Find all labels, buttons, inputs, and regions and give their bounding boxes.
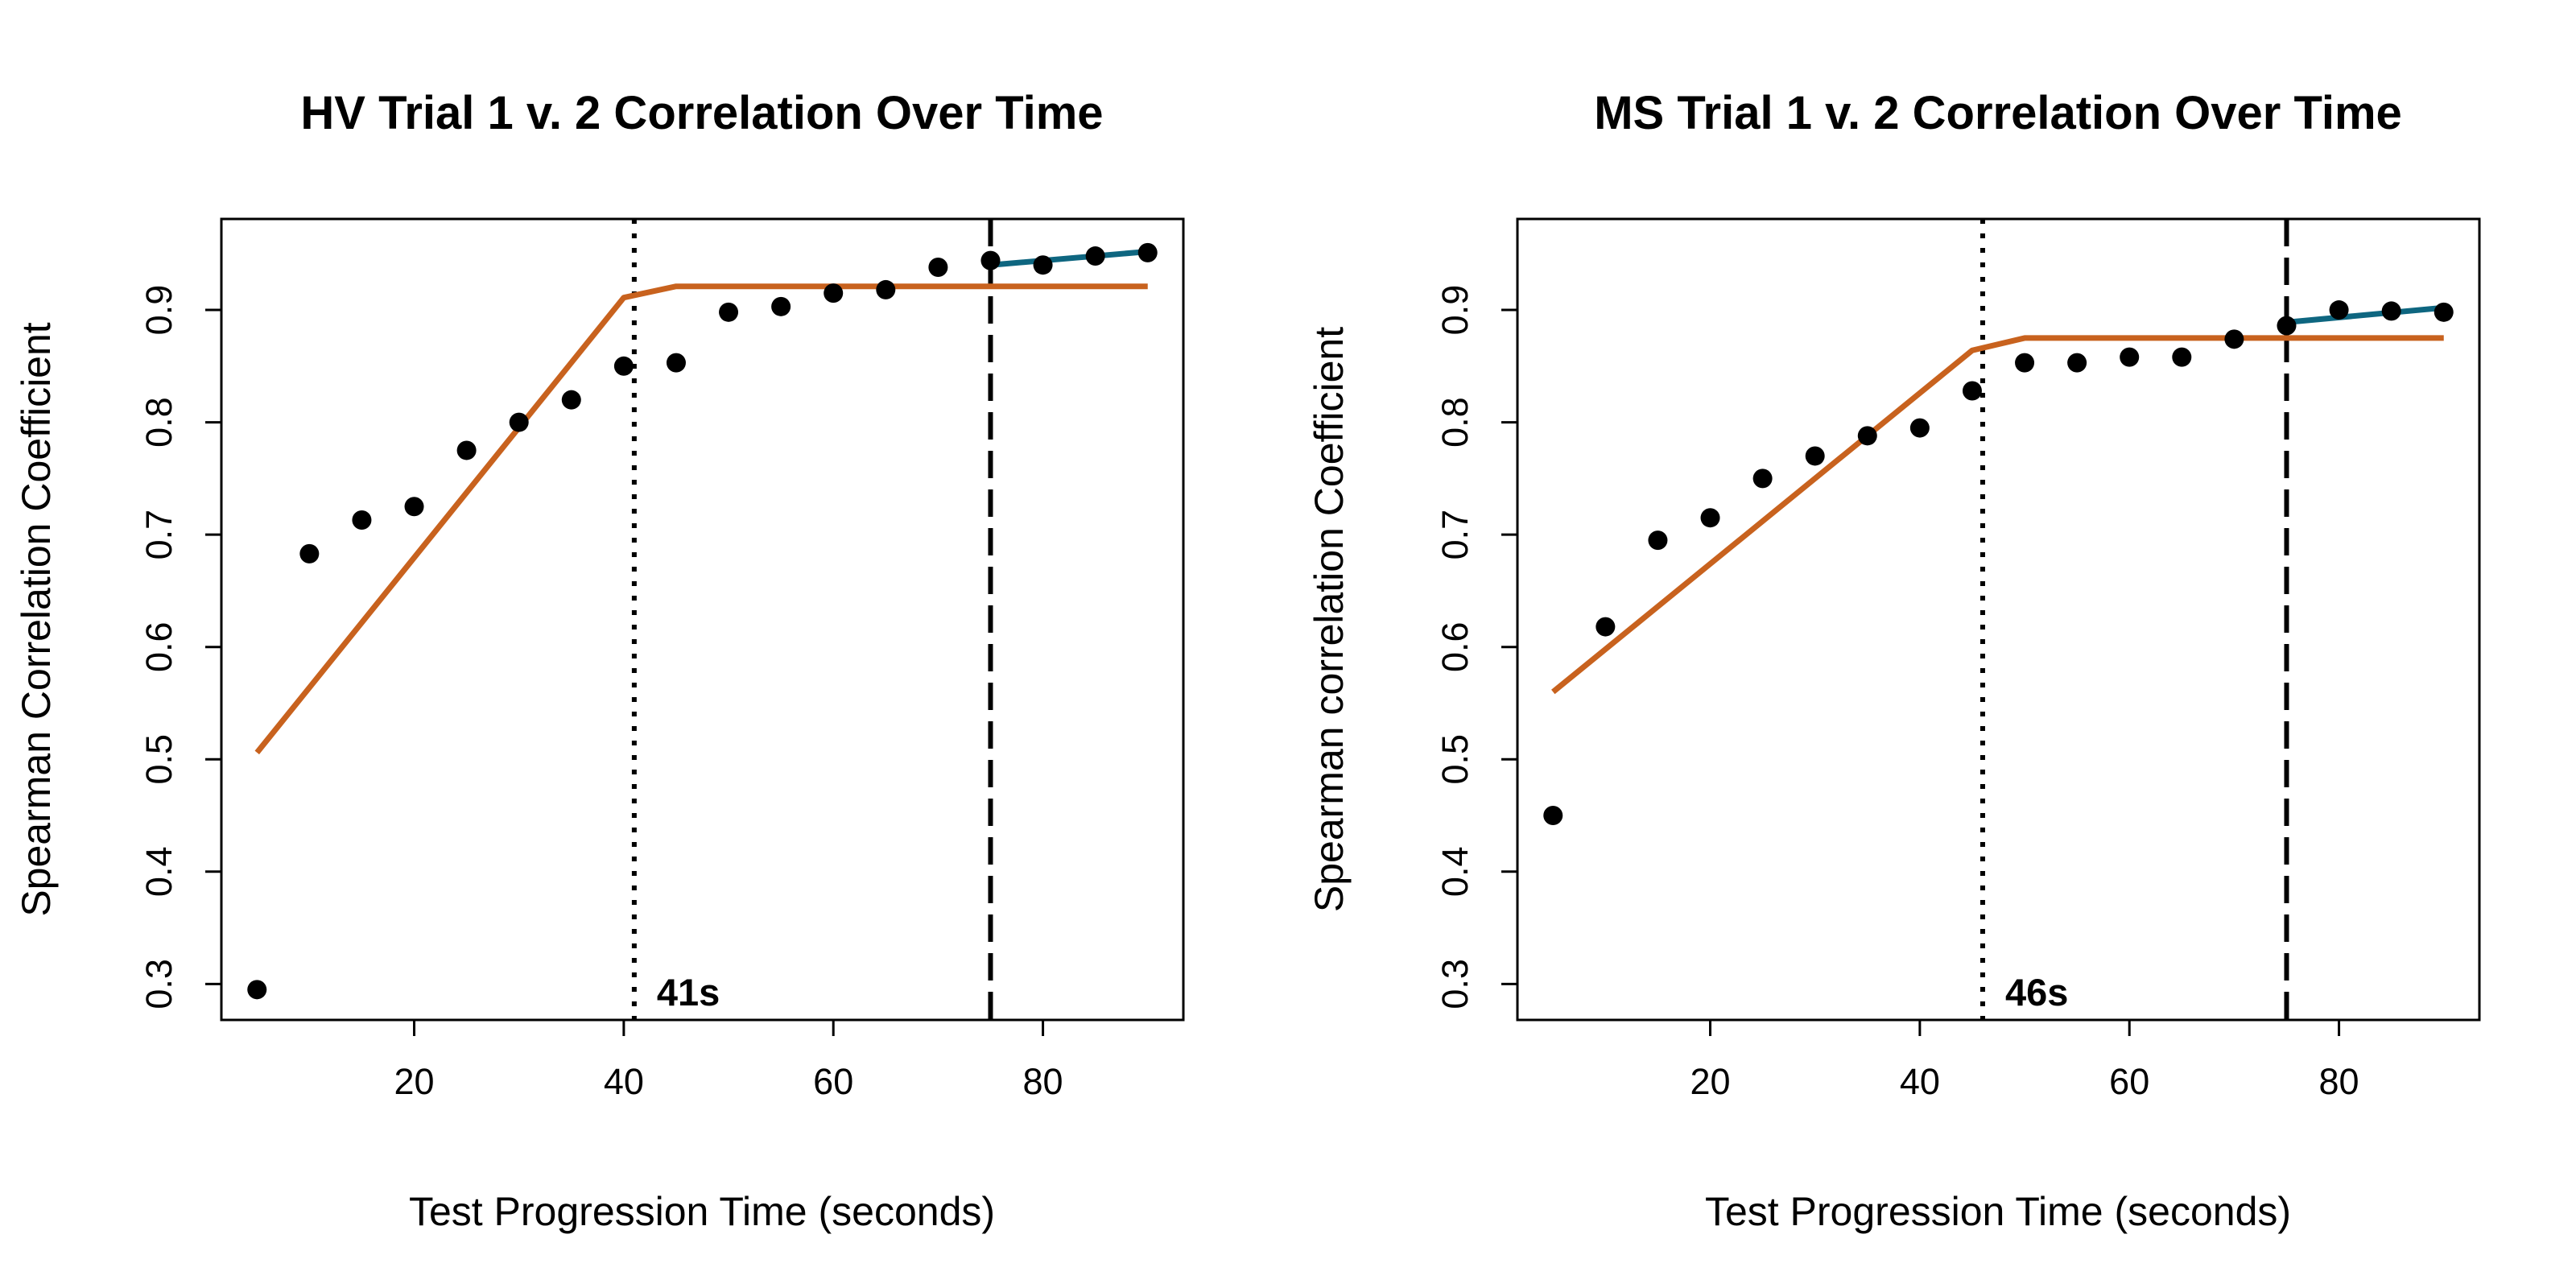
breakpoint-label: 41s [657,971,720,1013]
data-point [2015,353,2035,373]
data-point [1700,508,1720,528]
data-point [2434,302,2454,322]
data-point [613,356,634,376]
data-point [1857,426,1877,446]
tail-fit-line [2286,304,2445,325]
data-point [561,390,581,410]
y-axis-label: Spearman Correlation Coefficient [14,322,59,916]
data-point [456,440,477,460]
ms-panel: MS Trial 1 v. 2 Correlation Over Time 20 4… [1307,87,2481,1234]
y-tick-label: 0.9 [138,285,180,336]
x-axis-label: Test Progression Time (seconds) [1705,1189,2291,1234]
plot-frame [1516,217,2481,1022]
x-tick-label: 80 [2319,1061,2359,1102]
data-point [1962,381,1982,401]
y-tick-label: 0.4 [1435,847,1476,898]
y-tick-label: 0.3 [138,959,180,1009]
y-tick-label: 0.7 [138,510,180,560]
data-point [1596,617,1616,637]
y-tick-label: 0.8 [1435,397,1476,448]
breakpoint-label: 46s [2005,971,2068,1013]
data-point [2172,347,2192,367]
data-point [1752,469,1773,489]
data-point [2277,316,2297,336]
x-tick-label: 40 [1900,1061,1940,1102]
segmented-fit-line [254,283,1148,755]
x-tick-label: 20 [1690,1061,1730,1102]
data-point [352,510,372,530]
data-point [1648,530,1668,551]
x-axis-label: Test Progression Time (seconds) [409,1189,995,1234]
y-tick-label: 0.4 [138,847,180,898]
data-point [1805,446,1825,466]
x-tick-label: 20 [394,1061,434,1102]
x-tick-label: 60 [2109,1061,2149,1102]
data-point [247,980,267,1000]
tail-fit-line [990,248,1149,268]
y-tick-label: 0.5 [138,734,180,785]
y-tick-label: 0.6 [1435,621,1476,672]
hv-panel: HV Trial 1 v. 2 Correlation Over Time 20 4… [14,87,1185,1234]
x-tick-label: 80 [1023,1061,1063,1102]
chart-title: HV Trial 1 v. 2 Correlation Over Time [300,87,1103,139]
data-point [876,279,896,299]
chart-title: MS Trial 1 v. 2 Correlation Over Time [1594,87,2402,139]
data-point [509,412,529,432]
y-axis-label: Spearman correlation Coefficient [1307,327,1352,912]
data-point [1033,255,1053,275]
y-tick-label: 0.5 [1435,734,1476,785]
data-point [666,353,686,373]
data-point [2381,301,2401,321]
y-tick-label: 0.8 [138,397,180,448]
data-point [1085,246,1105,266]
data-point [1543,806,1563,826]
y-tick-label: 0.9 [1435,285,1476,336]
y-tick-label: 0.6 [138,621,180,672]
data-point [299,543,320,564]
data-point [2224,329,2244,349]
data-point [2329,300,2349,320]
data-point [1909,418,1930,438]
data-point [404,497,424,517]
x-tick-label: 60 [813,1061,853,1102]
y-tick-label: 0.7 [1435,510,1476,560]
plot-frame [220,217,1185,1022]
y-tick-label: 0.3 [1435,959,1476,1009]
data-point [771,296,791,316]
segmented-fit-line [1551,335,2444,695]
data-point [824,283,844,303]
data-point [2120,347,2140,367]
x-tick-label: 40 [604,1061,644,1102]
data-point [1137,242,1158,262]
data-point [2067,353,2087,373]
data-point [980,250,1001,270]
data-point [719,302,739,322]
data-point [928,258,948,278]
